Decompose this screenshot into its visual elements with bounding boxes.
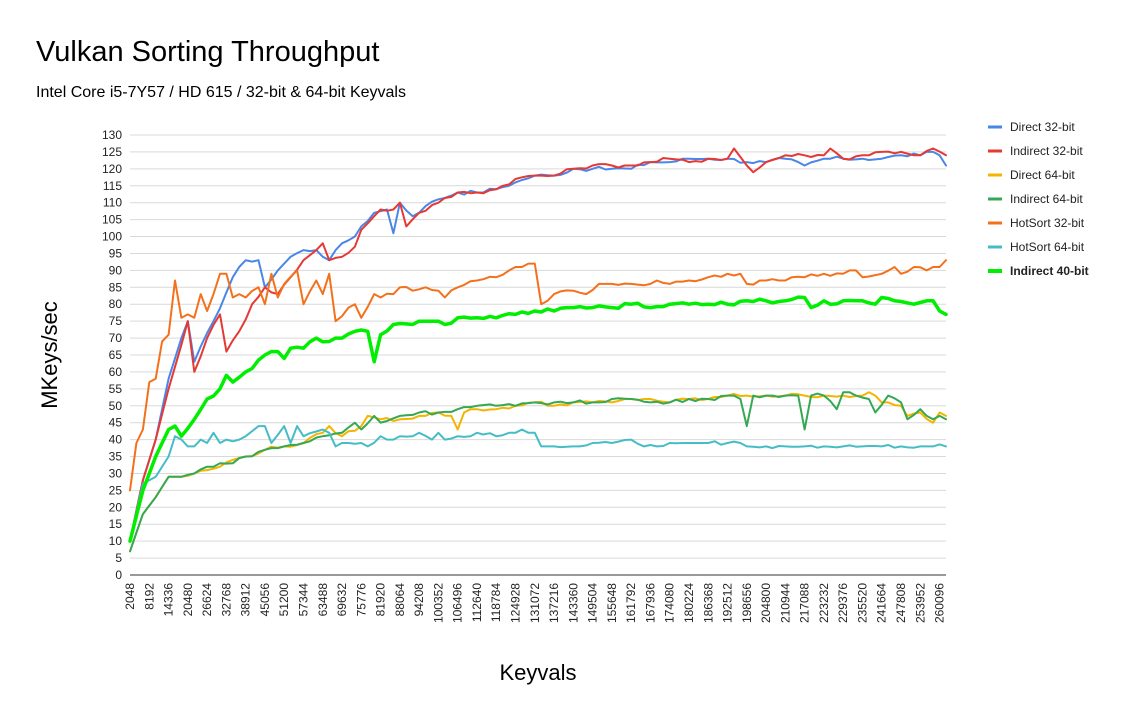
y-tick-label: 90 [109,263,123,277]
x-tick-label: 94208 [412,583,426,617]
y-tick-label: 20 [109,500,123,514]
y-tick-label: 60 [109,365,123,379]
chart-subtitle: Intel Core i5-7Y57 / HD 615 / 32-bit & 6… [36,84,406,101]
x-tick-label: 167936 [643,583,657,623]
y-tick-label: 75 [109,314,123,328]
legend: Direct 32-bit Indirect 32-bit Direct 64-bi… [988,120,1089,278]
x-tick-label: 229376 [836,583,850,623]
series-line-indirect-32-bit [129,147,947,543]
x-tick-label: 253952 [913,583,927,623]
y-tick-label: 85 [109,280,123,294]
x-tick-label: 210944 [778,583,792,623]
x-tick-label: 223232 [817,583,831,623]
legend-label: Direct 64-bit [1010,168,1075,182]
x-tick-label: 63488 [316,583,330,617]
x-tick-label: 260096 [933,583,947,623]
y-tick-label: 130 [102,128,122,142]
y-tick-label: 40 [109,433,123,447]
x-tick-label: 235520 [855,583,869,623]
x-tick-label: 192512 [721,583,735,623]
y-axis-title: MKeys/sec [37,301,62,409]
series-line-indirect-40-bit [128,295,948,543]
series-line-hotsort-32-bit [129,259,947,492]
x-tick-label: 75776 [354,583,368,617]
y-tick-label: 30 [109,466,123,480]
x-tick-label: 241664 [875,583,889,623]
x-tick-label: 161792 [624,583,638,623]
x-tick-label: 106496 [451,583,465,623]
chart-title: Vulkan Sorting Throughput [36,36,380,68]
x-tick-label: 247808 [894,583,908,623]
y-tick-label: 115 [103,179,122,193]
x-tick-label: 69632 [335,583,349,617]
x-tick-label: 32768 [219,583,233,617]
x-tick-label: 51200 [277,583,291,617]
x-tick-label: 149504 [586,583,600,623]
legend-label: HotSort 32-bit [1010,216,1085,230]
x-tick-label: 186368 [701,583,715,623]
y-tick-label: 5 [115,551,122,565]
x-tick-label: 57344 [296,583,310,617]
y-tick-label: 0 [115,568,122,582]
y-tick-label: 100 [102,230,122,244]
series-line-hotsort-64-bit [129,425,947,543]
gridlines [130,134,946,559]
legend-label: HotSort 64-bit [1010,240,1085,254]
x-tick-label: 8192 [142,583,156,610]
x-tick-label: 180224 [682,583,696,623]
legend-label: Indirect 64-bit [1010,192,1083,206]
x-tick-label: 81920 [374,583,388,617]
y-tick-label: 50 [109,399,123,413]
y-tick-label: 95 [109,246,123,260]
series-line-direct-64-bit [129,391,947,553]
legend-label: Indirect 40-bit [1010,264,1089,278]
x-tick-label: 100352 [431,583,445,623]
y-tick-label: 105 [102,213,122,227]
y-tick-label: 65 [109,348,123,362]
y-tick-label: 35 [109,450,123,464]
x-tick-label: 137216 [547,583,561,623]
y-tick-label: 110 [103,196,122,210]
series-line-direct-32-bit [129,150,947,543]
y-tick-label: 25 [109,483,123,497]
x-axis-ticks: 2048 8192 14336 20480 26624 32768 38912 45056 51… [123,583,947,623]
x-tick-label: 217088 [798,583,812,623]
x-tick-label: 155648 [605,583,619,623]
x-tick-label: 204800 [759,583,773,623]
x-tick-label: 124928 [509,583,523,623]
x-tick-label: 88064 [393,583,407,617]
y-tick-label: 15 [109,517,123,531]
y-tick-label: 125 [102,145,122,159]
x-tick-label: 198656 [740,583,754,623]
x-tick-label: 26624 [200,583,214,617]
x-tick-label: 131072 [528,583,542,623]
x-axis-title: Keyvals [499,660,576,685]
x-tick-label: 143360 [566,583,580,623]
x-tick-label: 14336 [162,583,176,617]
y-axis-ticks: 0 5 10 15 20 25 30 35 40 45 50 55 60 65 70 75 80 85 90 95 10… [102,128,122,582]
y-tick-label: 120 [102,162,122,176]
series-line-indirect-64-bit [129,391,947,553]
y-tick-label: 55 [109,382,123,396]
series-lines [128,147,948,553]
legend-label: Indirect 32-bit [1010,144,1083,158]
x-tick-label: 112640 [470,583,484,622]
x-tick-label: 45056 [258,583,272,617]
y-tick-label: 80 [109,297,123,311]
x-tick-label: 38912 [239,583,253,617]
x-tick-label: 20480 [181,583,195,617]
x-tick-label: 174080 [663,583,677,623]
legend-label: Direct 32-bit [1010,120,1075,134]
y-tick-label: 10 [109,534,123,548]
x-tick-label: 118784 [489,583,503,622]
y-tick-label: 45 [109,416,123,430]
x-tick-label: 2048 [123,583,137,610]
y-tick-label: 70 [109,331,123,345]
